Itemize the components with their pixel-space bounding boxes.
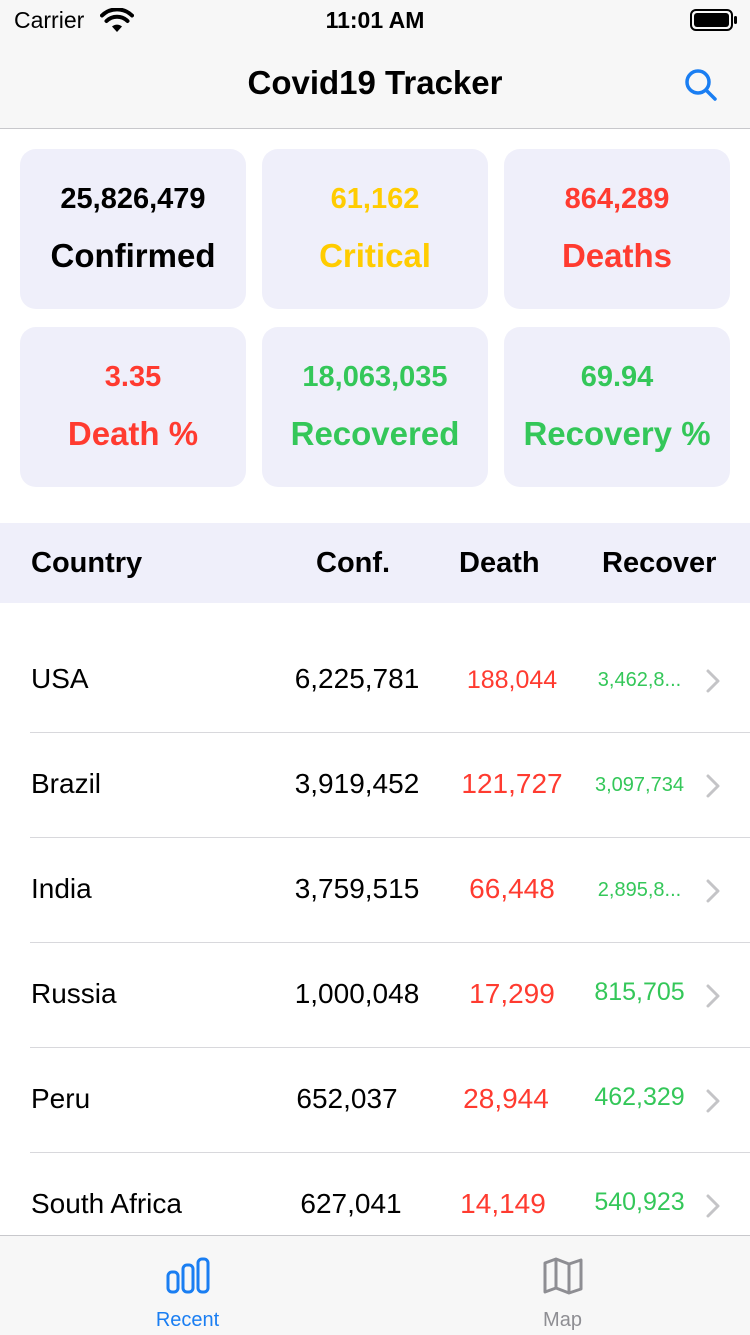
- search-icon[interactable]: [682, 66, 720, 104]
- stat-value: 61,162: [330, 183, 420, 215]
- tab-label: Map: [543, 1309, 582, 1331]
- recovered-count: 462,329: [594, 1083, 685, 1111]
- country-row-russia[interactable]: Russia 1,000,048 17,299 815,705: [0, 943, 750, 1048]
- stats-grid: 25,826,479 Confirmed 61,162 Critical 864…: [20, 149, 730, 487]
- carrier-label: Carrier: [14, 7, 85, 33]
- map-icon: [543, 1257, 583, 1295]
- stat-card-death-percent: 3.35 Death %: [20, 327, 246, 487]
- confirmed-count: 1,000,048: [294, 978, 420, 1009]
- country-name: Russia: [31, 978, 117, 1009]
- chevron-right-icon: [706, 669, 720, 693]
- table-header: Country Conf. Death Recover: [0, 523, 750, 603]
- stat-label: Deaths: [561, 237, 673, 274]
- clock: 11:01 AM: [325, 7, 425, 33]
- confirmed-count: 3,759,515: [294, 873, 420, 904]
- stat-value: 18,063,035: [302, 361, 448, 393]
- tab-map[interactable]: Map: [375, 1236, 750, 1335]
- stat-card-critical: 61,162 Critical: [262, 149, 488, 309]
- recovered-count: 815,705: [594, 978, 685, 1006]
- country-name: South Africa: [31, 1188, 182, 1219]
- stat-label: Recovery %: [523, 415, 711, 452]
- stat-card-deaths: 864,289 Deaths: [504, 149, 730, 309]
- stat-label: Death %: [67, 415, 199, 452]
- death-count: 28,944: [463, 1083, 549, 1114]
- chevron-right-icon: [706, 1194, 720, 1218]
- confirmed-count: 3,919,452: [294, 768, 420, 799]
- bar-chart-icon: [166, 1257, 210, 1294]
- row-divider: [30, 837, 750, 838]
- chevron-right-icon: [706, 774, 720, 798]
- stat-label: Recovered: [290, 415, 460, 452]
- country-row-brazil[interactable]: Brazil 3,919,452 121,727 3,097,734: [0, 733, 750, 838]
- country-name: Brazil: [31, 768, 102, 799]
- stat-value: 25,826,479: [60, 183, 206, 215]
- chevron-right-icon: [706, 984, 720, 1008]
- navigation-bar: Covid19 Tracker: [0, 42, 750, 129]
- recovered-count: 540,923: [594, 1188, 685, 1216]
- country-row-peru[interactable]: Peru 652,037 28,944 462,329: [0, 1048, 750, 1153]
- wifi-icon: [100, 8, 134, 32]
- death-count: 17,299: [469, 978, 555, 1009]
- death-count: 121,727: [461, 768, 563, 799]
- death-count: 14,149: [460, 1188, 546, 1219]
- recovered-count: 3,097,734: [595, 774, 684, 796]
- stat-card-recovered: 18,063,035 Recovered: [262, 327, 488, 487]
- page-title: Covid19 Tracker: [247, 64, 503, 101]
- battery-icon: [690, 9, 737, 31]
- country-row-usa[interactable]: USA 6,225,781 188,044 3,462,8...: [0, 628, 750, 733]
- column-header-recover: Recover: [602, 547, 717, 579]
- column-header-country: Country: [31, 547, 143, 579]
- tab-recent[interactable]: Recent: [0, 1236, 375, 1335]
- country-row-south-africa[interactable]: South Africa 627,041 14,149 540,923: [0, 1153, 750, 1235]
- death-count: 66,448: [469, 873, 555, 904]
- tab-bar: Recent Map: [0, 1235, 750, 1335]
- column-header-death: Death: [459, 547, 540, 579]
- confirmed-count: 627,041: [300, 1188, 402, 1219]
- stat-label: Confirmed: [50, 237, 216, 274]
- column-header-confirmed: Conf.: [316, 547, 391, 579]
- stat-label: Critical: [319, 237, 431, 274]
- stat-card-confirmed: 25,826,479 Confirmed: [20, 149, 246, 309]
- country-name: USA: [31, 663, 89, 694]
- stat-value: 3.35: [104, 361, 162, 393]
- row-divider: [30, 732, 750, 733]
- recovered-count: 2,895,8...: [597, 879, 682, 901]
- confirmed-count: 652,037: [296, 1083, 398, 1114]
- row-divider: [30, 1047, 750, 1048]
- death-count: 188,044: [466, 666, 558, 694]
- chevron-right-icon: [706, 879, 720, 903]
- stat-value: 864,289: [564, 183, 670, 215]
- country-list[interactable]: USA 6,225,781 188,044 3,462,8... Brazil …: [0, 628, 750, 1235]
- country-name: India: [31, 873, 92, 904]
- stat-value: 69.94: [580, 361, 654, 393]
- country-name: Peru: [31, 1083, 91, 1114]
- stat-card-recovery-percent: 69.94 Recovery %: [504, 327, 730, 487]
- row-divider: [30, 1152, 750, 1153]
- confirmed-count: 6,225,781: [294, 663, 420, 694]
- chevron-right-icon: [706, 1089, 720, 1113]
- tab-label: Recent: [155, 1309, 220, 1331]
- country-row-india[interactable]: India 3,759,515 66,448 2,895,8...: [0, 838, 750, 943]
- status-bar: Carrier 11:01 AM: [0, 0, 750, 42]
- row-divider: [30, 942, 750, 943]
- recovered-count: 3,462,8...: [597, 669, 682, 691]
